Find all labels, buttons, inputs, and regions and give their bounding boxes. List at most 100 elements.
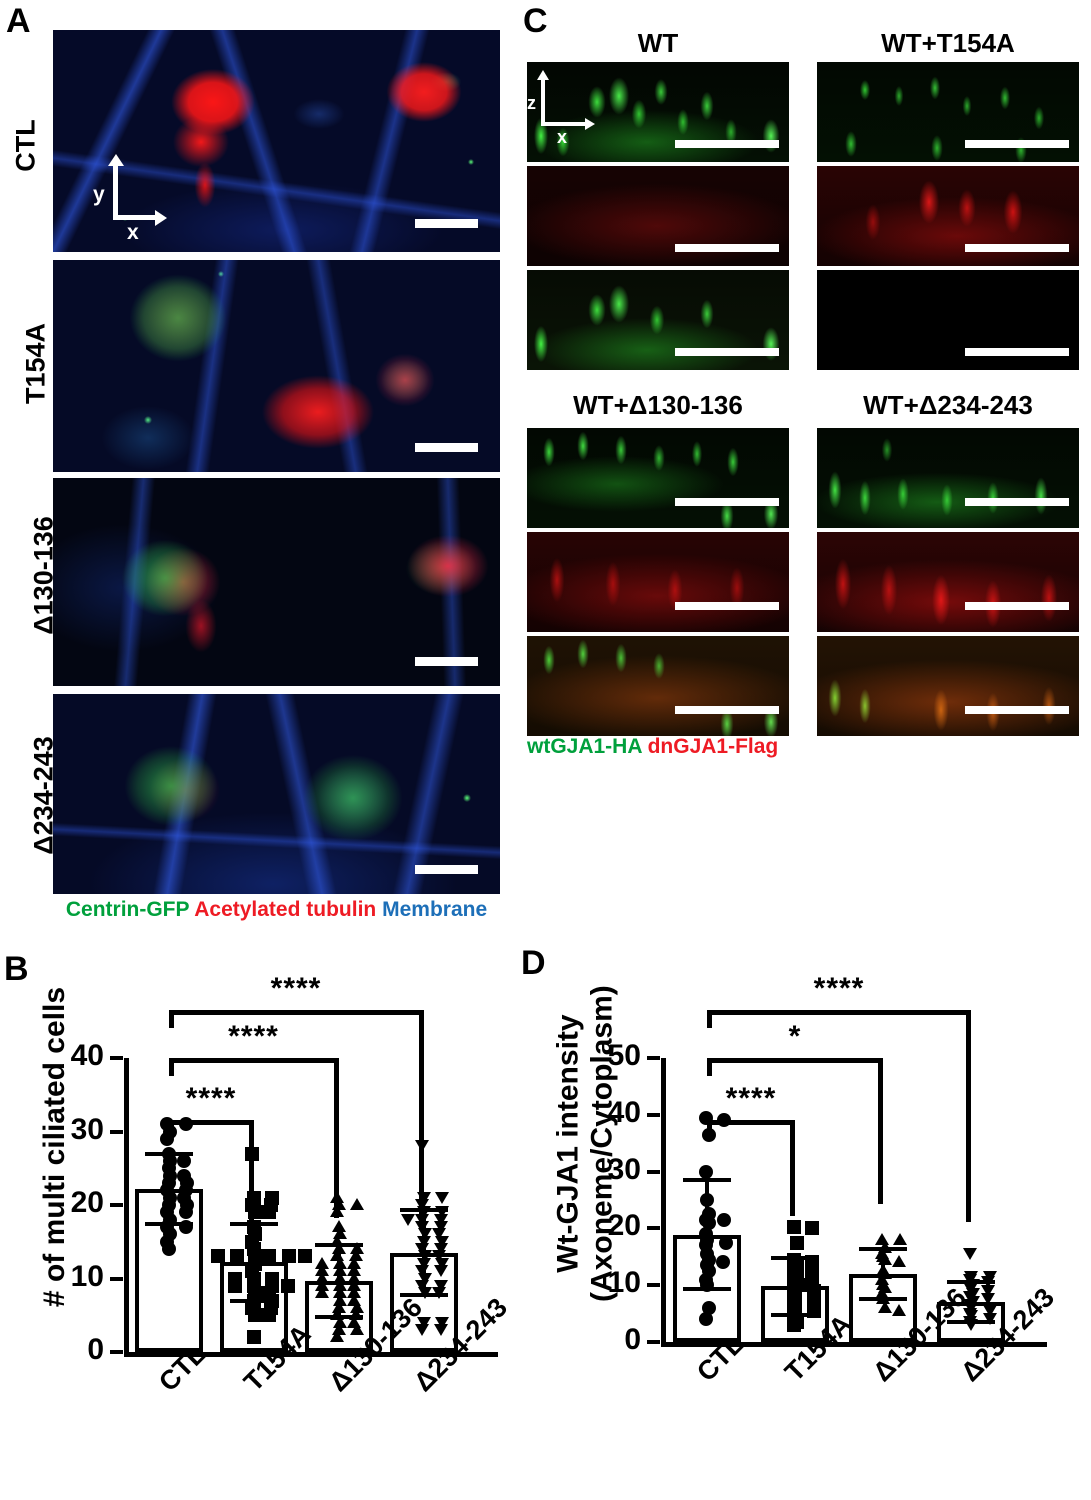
scale-bar	[675, 348, 779, 356]
data-point-3-26	[418, 1287, 432, 1300]
y-tick	[647, 1169, 660, 1174]
data-point-2-6	[891, 1255, 906, 1268]
data-point-2-14	[877, 1300, 892, 1313]
micrograph-t154a-image	[53, 260, 500, 472]
panel-a-legend: Centrin-GFP Acetylated tubulin Membrane	[53, 898, 500, 922]
y-tick	[110, 1203, 123, 1207]
data-point-0-19	[178, 1205, 193, 1220]
panel-c-title-d130: WT+Δ130-136	[573, 390, 743, 420]
y-axis	[661, 1058, 666, 1344]
axis-label-x: x	[557, 127, 568, 147]
panel-c-t154a-merge	[817, 270, 1079, 370]
bracket-tick-right	[966, 1010, 971, 1222]
significance-bracket-1: *	[515, 930, 1091, 1500]
panel-d-letter: D	[521, 944, 546, 982]
y-tick-label: 10	[70, 1259, 104, 1293]
panel-c-d130-red-image	[527, 532, 789, 632]
bracket-tick-left	[707, 1120, 712, 1138]
scale-bar	[415, 443, 478, 452]
scale-bar	[675, 602, 779, 610]
panel-c-d234-red-image	[817, 532, 1079, 632]
data-point-1-24	[786, 1317, 801, 1332]
legend-dngja1-flag: dnGJA1-Flag	[647, 735, 779, 758]
micrograph-d130-136	[53, 478, 500, 686]
significance-label: ****	[185, 1082, 237, 1115]
panel-c-d130-merge	[527, 636, 789, 736]
y-tick-label: 0	[87, 1333, 104, 1366]
data-point-3-0	[962, 1247, 977, 1260]
data-point-2-5	[877, 1252, 892, 1265]
scale-bar	[675, 140, 779, 148]
panel-d-plot-area: 0 10 20 30 40 50 CTL T154A Δ130-136 Δ234-243 **** *…	[515, 930, 1091, 1500]
axis-indicator-xy: y x	[93, 154, 167, 243]
y-tick-label: 20	[70, 1186, 104, 1219]
data-point-1-13	[229, 1249, 244, 1264]
y-tick	[110, 1276, 123, 1281]
y-tick-label: 40	[70, 1039, 104, 1072]
data-point-1-2	[789, 1235, 804, 1250]
y-tick	[647, 1112, 660, 1117]
panel-a-row-label-ctl: CTL	[10, 119, 41, 172]
data-point-1-20	[806, 1303, 821, 1318]
data-point-2-2	[350, 1198, 364, 1210]
data-point-3-31	[433, 1323, 448, 1336]
panel-c-legend: wtGJA1-HA dnGJA1-Flag	[527, 735, 778, 759]
y-tick	[110, 1350, 123, 1354]
bracket-tick-right	[790, 1120, 795, 1216]
data-point-1-6	[262, 1205, 276, 1220]
significance-bracket-0: ****	[0, 940, 515, 1500]
micrograph-ctl: y x	[53, 30, 500, 252]
x-axis	[124, 1352, 498, 1357]
data-point-1-12	[262, 1249, 276, 1264]
significance-bracket-1: ****	[0, 940, 515, 1500]
panel-a-row-label-t154a: T154A	[20, 322, 51, 405]
legend-wtgja1-ha: wtGJA1-HA	[527, 735, 642, 758]
panel-c-d234-green-image	[817, 428, 1079, 528]
data-point-3-17	[982, 1313, 997, 1326]
bracket-line	[707, 1010, 971, 1015]
axis-label-z: z	[527, 93, 536, 113]
scale-bar	[675, 706, 779, 714]
scale-bar	[965, 498, 1069, 506]
micrograph-t154a	[53, 260, 500, 472]
error-cap-top-0	[683, 1178, 731, 1183]
data-point-0-19	[700, 1278, 714, 1293]
data-point-1-1	[805, 1221, 819, 1236]
axis-label-y: y	[93, 183, 105, 206]
significance-label: ****	[270, 972, 322, 1005]
data-point-1-16	[297, 1249, 312, 1264]
scale-bar	[965, 348, 1069, 356]
panel-b-plot-area: 0 10 20 30 40 CTL T154A Δ130-136 Δ234-243 **** ***…	[0, 940, 515, 1500]
bracket-tick-right	[878, 1058, 883, 1204]
bracket-line	[707, 1120, 795, 1125]
bracket-tick-right	[333, 1058, 339, 1218]
data-point-3-10	[981, 1293, 995, 1306]
y-tick-label: 20	[607, 1209, 641, 1243]
data-point-2-25	[314, 1286, 329, 1299]
scale-bar	[965, 706, 1069, 714]
bracket-tick-left	[168, 1120, 174, 1138]
data-point-0-15	[715, 1255, 730, 1270]
panel-c-letter: C	[523, 2, 548, 40]
significance-bracket-2: ****	[0, 940, 515, 1500]
data-point-1-34	[246, 1330, 261, 1345]
significance-label: ****	[725, 1082, 777, 1115]
scale-bar	[415, 219, 478, 228]
panel-c-d234-red	[817, 532, 1079, 632]
data-point-1-0	[786, 1220, 801, 1235]
scale-bar	[675, 244, 779, 252]
scale-bar	[965, 602, 1069, 610]
data-point-0-7	[717, 1212, 731, 1227]
axis-indicator-xz: z x	[527, 70, 601, 146]
data-point-1-15	[211, 1249, 225, 1264]
scale-bar	[415, 657, 478, 666]
y-tick-label: 30	[70, 1112, 104, 1146]
panel-a: A CTL y x T154A Δ130-136	[0, 0, 515, 940]
data-point-2-15	[891, 1303, 906, 1316]
data-point-0-3	[698, 1164, 713, 1179]
legend-membrane: Membrane	[382, 898, 488, 921]
data-point-1-17	[806, 1292, 821, 1307]
x-axis	[661, 1342, 1047, 1347]
panel-c-t154a-red	[817, 166, 1079, 266]
data-point-3-19	[964, 1318, 978, 1331]
